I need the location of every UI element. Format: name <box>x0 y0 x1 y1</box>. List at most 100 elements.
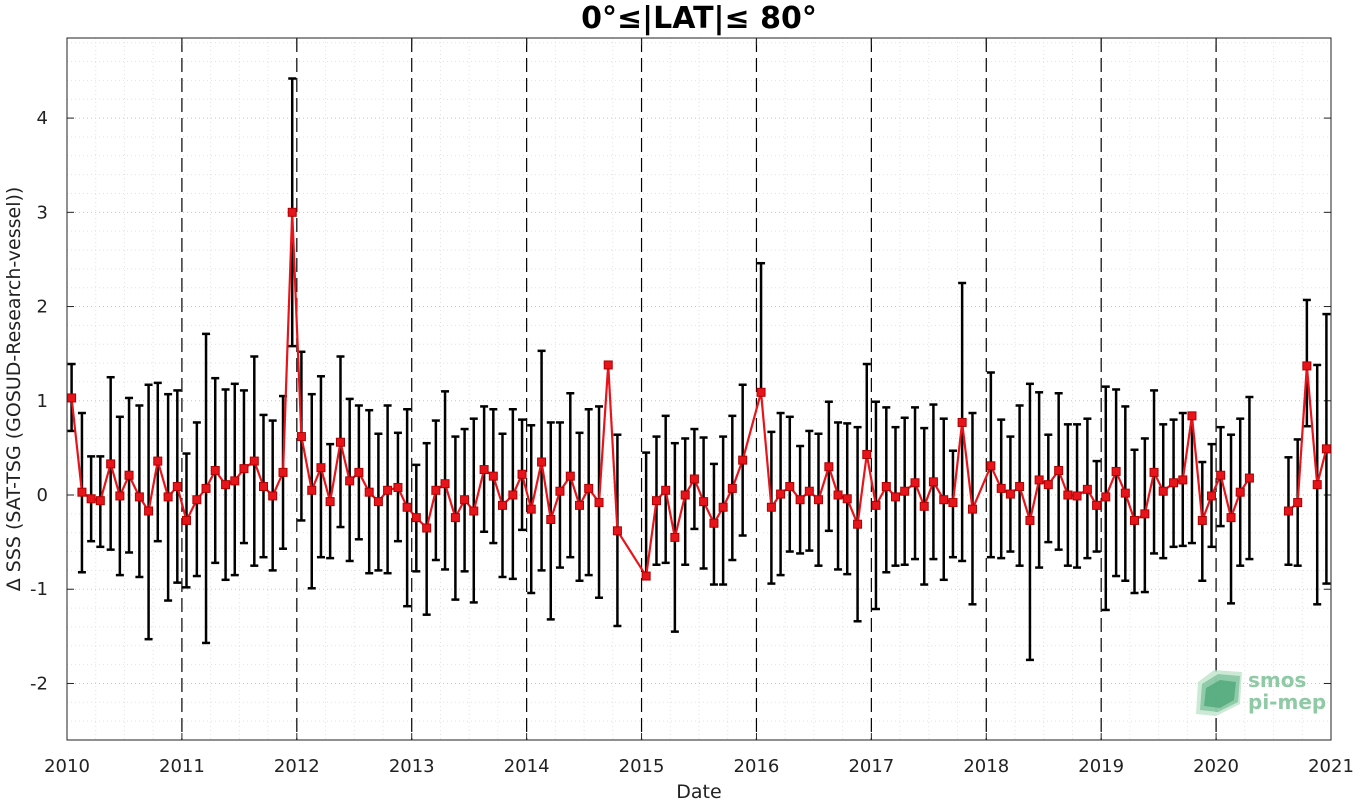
data-point-marker <box>1140 509 1150 519</box>
data-point-marker <box>163 492 173 502</box>
y-tick-label: 2 <box>37 297 48 318</box>
data-point-marker <box>373 497 383 507</box>
data-point-marker <box>709 518 719 528</box>
x-tick-label: 2014 <box>504 756 550 777</box>
logo-text-smos: smos <box>1248 668 1307 692</box>
x-tick-label: 2012 <box>274 756 320 777</box>
data-point-marker <box>526 504 536 514</box>
data-point-marker <box>824 462 834 472</box>
data-point-marker <box>939 495 949 505</box>
data-point-marker <box>1111 466 1121 476</box>
data-point-marker <box>1015 482 1025 492</box>
data-point-marker <box>1197 515 1207 525</box>
data-point-marker <box>115 491 125 501</box>
x-tick-label: 2018 <box>963 756 1009 777</box>
smos-pi-mep-logo: smos pi-mep <box>1192 664 1332 720</box>
data-point-marker <box>1226 513 1236 523</box>
data-point-marker <box>134 492 144 502</box>
data-point-marker <box>948 498 958 508</box>
data-point-marker <box>1005 489 1015 499</box>
data-point-marker <box>77 487 87 497</box>
data-point-marker <box>1206 491 1216 501</box>
data-point-marker <box>537 457 547 467</box>
data-point-marker <box>316 463 326 473</box>
data-point-marker <box>1082 484 1092 494</box>
data-point-marker <box>440 479 450 489</box>
data-point-marker <box>1293 498 1303 508</box>
y-tick-label: 4 <box>37 108 48 129</box>
data-point-marker <box>144 506 154 516</box>
data-point-marker <box>565 471 575 481</box>
data-point-marker <box>842 494 852 504</box>
x-tick-label: 2020 <box>1193 756 1239 777</box>
data-point-marker <box>651 496 661 506</box>
data-point-marker <box>1283 506 1293 516</box>
data-point-marker <box>67 393 77 403</box>
data-point-marker <box>383 485 393 495</box>
x-tick-label: 2019 <box>1078 756 1124 777</box>
x-axis-label: Date <box>676 781 721 801</box>
x-tick-label: 2015 <box>619 756 665 777</box>
data-point-marker <box>919 501 929 511</box>
y-tick-label: 3 <box>37 202 48 223</box>
data-point-marker <box>1321 444 1331 454</box>
data-point-marker <box>1312 480 1322 490</box>
data-point-marker <box>871 500 881 510</box>
data-point-marker <box>594 498 604 508</box>
data-point-marker <box>804 486 814 496</box>
data-point-marker <box>957 417 967 427</box>
data-point-marker <box>393 482 403 492</box>
data-point-marker <box>230 476 240 486</box>
x-tick-label: 2013 <box>389 756 435 777</box>
data-point-marker <box>574 500 584 510</box>
data-point-marker <box>345 476 355 486</box>
data-point-marker <box>239 464 249 474</box>
data-point-marker <box>1054 466 1064 476</box>
data-point-marker <box>354 467 364 477</box>
data-point-marker <box>1235 487 1245 497</box>
data-point-marker <box>268 491 278 501</box>
error-bars <box>67 77 1331 662</box>
x-tick-label: 2017 <box>848 756 894 777</box>
data-point-marker <box>1244 473 1254 483</box>
data-point-marker <box>86 494 96 504</box>
data-point-marker <box>814 495 824 505</box>
data-point-marker <box>1092 500 1102 510</box>
data-point-marker <box>411 513 421 523</box>
x-tick-label: 2011 <box>159 756 205 777</box>
data-point-marker <box>307 485 317 495</box>
data-point-marker <box>785 482 795 492</box>
data-point-marker <box>766 502 776 512</box>
data-point-marker <box>278 467 288 477</box>
data-point-marker <box>555 486 565 496</box>
y-tick-label: 0 <box>37 485 48 506</box>
data-point-marker <box>1216 470 1226 480</box>
data-point-marker <box>546 515 556 525</box>
data-point-marker <box>718 502 728 512</box>
data-point-marker <box>431 485 441 495</box>
x-tick-label: 2016 <box>734 756 780 777</box>
data-point-marker <box>402 502 412 512</box>
data-point-marker <box>479 465 489 475</box>
data-point-marker <box>469 506 479 516</box>
data-point-marker <box>249 456 259 466</box>
y-tick-label: -1 <box>30 579 48 600</box>
year-boundaries <box>181 38 1217 740</box>
data-point-marker <box>853 519 863 529</box>
data-point-marker <box>450 513 460 523</box>
data-point-marker <box>776 489 786 499</box>
data-point-marker <box>258 482 268 492</box>
data-point-marker <box>1101 492 1111 502</box>
data-point-marker <box>508 490 518 500</box>
data-point-marker <box>661 485 671 495</box>
logo-waves-icon <box>1196 670 1242 716</box>
data-point-marker <box>192 495 202 505</box>
data-point-marker <box>584 483 594 493</box>
plot-area <box>66 37 1332 741</box>
data-point-marker <box>287 207 297 217</box>
data-point-marker <box>1130 515 1140 525</box>
data-point-marker <box>422 523 432 533</box>
grid <box>67 38 1331 741</box>
